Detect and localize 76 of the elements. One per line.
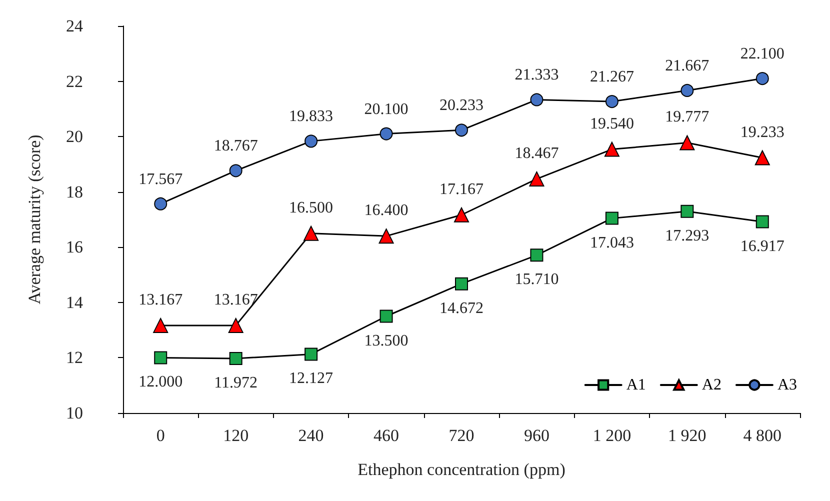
point (229, 164, 242, 178)
y-tick-label: 20 (66, 127, 83, 146)
y-tick-label: 18 (66, 182, 83, 202)
point (604, 142, 620, 157)
x-tick-label: 460 (374, 426, 400, 445)
data-label: 17.167 (440, 180, 484, 198)
point (756, 72, 769, 86)
x-tick-label: 0 (156, 426, 165, 445)
y-tick-label: 14 (66, 292, 84, 312)
data-label: 18.767 (214, 138, 258, 155)
point (229, 352, 242, 365)
data-label: 20.100 (364, 100, 408, 118)
point (304, 226, 319, 241)
data-label: 11.972 (214, 374, 258, 392)
point (455, 124, 468, 137)
data-label: 19.777 (665, 108, 710, 126)
legend-label: A2 (702, 376, 722, 394)
legend-label: A3 (777, 376, 798, 394)
x-tick-label: 720 (448, 426, 474, 445)
point (455, 277, 468, 290)
data-label: 16.400 (364, 202, 408, 220)
data-label: 13.167 (138, 291, 183, 308)
x-tick-label: 240 (298, 426, 324, 445)
y-axis-title: Average maturity (score) (25, 134, 44, 304)
data-label: 12.127 (289, 370, 334, 388)
point (154, 197, 168, 210)
x-tick-label: 1 200 (592, 426, 632, 445)
data-label: 21.667 (665, 57, 710, 74)
point (605, 212, 618, 225)
x-axis-title: Ethephon concentration (ppm) (358, 460, 566, 479)
point (228, 318, 244, 333)
point (530, 248, 544, 262)
data-label: 21.333 (514, 66, 559, 84)
data-label: 13.500 (364, 332, 408, 350)
data-label: 21.267 (590, 68, 634, 86)
point (380, 127, 393, 140)
point (530, 93, 544, 106)
point (756, 215, 769, 228)
point (304, 348, 318, 361)
legend-label: A1 (626, 376, 646, 394)
point (754, 150, 770, 166)
y-tick-label: 22 (66, 72, 83, 91)
point (380, 310, 393, 323)
point (154, 351, 168, 364)
data-label: 22.100 (740, 46, 784, 63)
y-tick-label: 12 (66, 348, 83, 368)
x-tick-label: 4 800 (743, 426, 782, 445)
data-label: 17.293 (665, 227, 710, 244)
point (680, 204, 694, 218)
point (304, 134, 318, 148)
data-label: 16.917 (740, 238, 784, 255)
data-label: 13.167 (214, 291, 258, 308)
data-label: 19.833 (289, 108, 334, 126)
point (454, 207, 469, 222)
y-tick-label: 10 (66, 404, 83, 422)
point (529, 171, 544, 186)
point (680, 135, 695, 150)
y-tick-label: 16 (66, 238, 83, 257)
data-label: 19.540 (590, 115, 634, 132)
data-label: 19.233 (740, 124, 784, 141)
x-tick-label: 960 (524, 426, 550, 445)
point (605, 95, 618, 108)
data-label: 15.710 (514, 271, 559, 288)
y-tick-label: 24 (66, 16, 84, 36)
point (680, 84, 694, 97)
point (378, 228, 394, 244)
x-tick-label: 1 920 (668, 426, 706, 445)
data-label: 14.672 (440, 300, 484, 317)
data-label: 12.000 (138, 374, 183, 391)
data-label: 17.567 (138, 170, 183, 188)
data-label: 18.467 (514, 144, 559, 162)
data-label: 16.500 (289, 199, 334, 216)
data-label: 17.043 (590, 234, 634, 252)
data-label: 20.233 (440, 97, 484, 114)
x-tick-label: 120 (223, 426, 249, 445)
point (153, 318, 168, 333)
